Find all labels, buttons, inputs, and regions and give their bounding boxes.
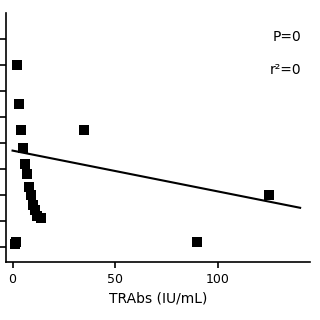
Point — [20, 145, 25, 151]
Point — [13, 239, 18, 244]
Point — [24, 172, 29, 177]
Text: P=0: P=0 — [273, 30, 301, 44]
Point — [82, 127, 87, 132]
Point — [18, 127, 23, 132]
Text: r²=0: r²=0 — [270, 63, 301, 77]
X-axis label: TRAbs (IU/mL): TRAbs (IU/mL) — [109, 292, 208, 305]
Point — [28, 192, 34, 197]
Point — [14, 62, 19, 68]
Point — [39, 216, 44, 221]
Point — [27, 184, 32, 189]
Point — [267, 192, 272, 197]
Point — [195, 239, 200, 244]
Point — [22, 161, 28, 166]
Point — [16, 101, 21, 106]
Point — [35, 213, 40, 218]
Point — [33, 208, 38, 213]
Point — [12, 242, 17, 247]
Point — [30, 203, 36, 208]
